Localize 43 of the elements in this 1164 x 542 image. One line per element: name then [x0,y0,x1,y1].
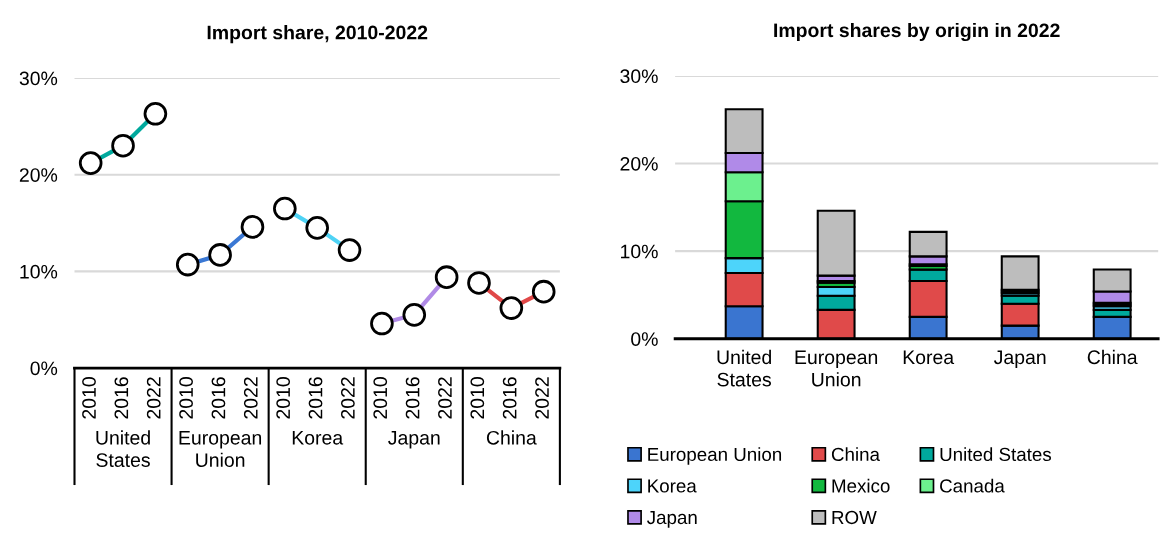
x-tick-label: 2010 [82,377,96,419]
y-tick-label: 0% [30,361,58,376]
y-tick-label: 10% [621,244,658,259]
x-tick-label: 2010 [373,377,388,419]
y-tick-label: 20% [19,168,58,182]
x-tick-label: 2016 [502,377,517,419]
x-tick-label: 2016 [114,377,129,419]
x-tick-label: European Union [795,350,878,387]
text: China [486,430,537,445]
text: Korea [292,431,344,445]
x-tick-label: 2022 [535,377,549,419]
x-tick-label: 2022 [243,377,258,419]
text: United States [96,430,150,467]
y-tick-label: 30% [620,69,658,84]
legend-label: China [831,447,880,462]
text: Japan [388,431,440,449]
legend-label: United States [940,447,1052,462]
x-tick-label: 2010 [276,377,291,419]
x-tick-label: 2022 [341,377,355,419]
y-tick-label: 0% [631,332,658,346]
x-tick-label: 2022 [438,377,452,419]
x-tick-label: Japan [993,350,1046,368]
x-tick-label: China [1087,349,1138,365]
legend-label: Canada [940,478,1005,493]
x-tick-label: 2016 [308,377,323,419]
legend-label: Japan [647,511,697,528]
chart-title: Import share, 2010-2022 [207,25,428,44]
legend-label: ROW [832,510,877,525]
legend-label: European Union [648,447,782,465]
y-tick-label: 10% [20,264,58,279]
x-tick-label: 2016 [211,377,226,419]
x-tick-label: Korea [903,350,955,365]
x-tick-label: 2010 [179,377,193,419]
x-tick-label: United States [717,349,771,387]
chart-title: Import shares by origin in 2022 [774,22,1060,42]
y-tick-label: 30% [19,71,58,86]
x-tick-label: 2010 [470,377,485,419]
legend-label: Korea [648,479,697,493]
x-tick-label: 2022 [146,377,161,419]
text: European Union [179,431,262,467]
y-tick-label: 20% [620,156,658,171]
legend-label: Mexico [832,478,890,493]
x-tick-label: 2016 [405,377,420,419]
